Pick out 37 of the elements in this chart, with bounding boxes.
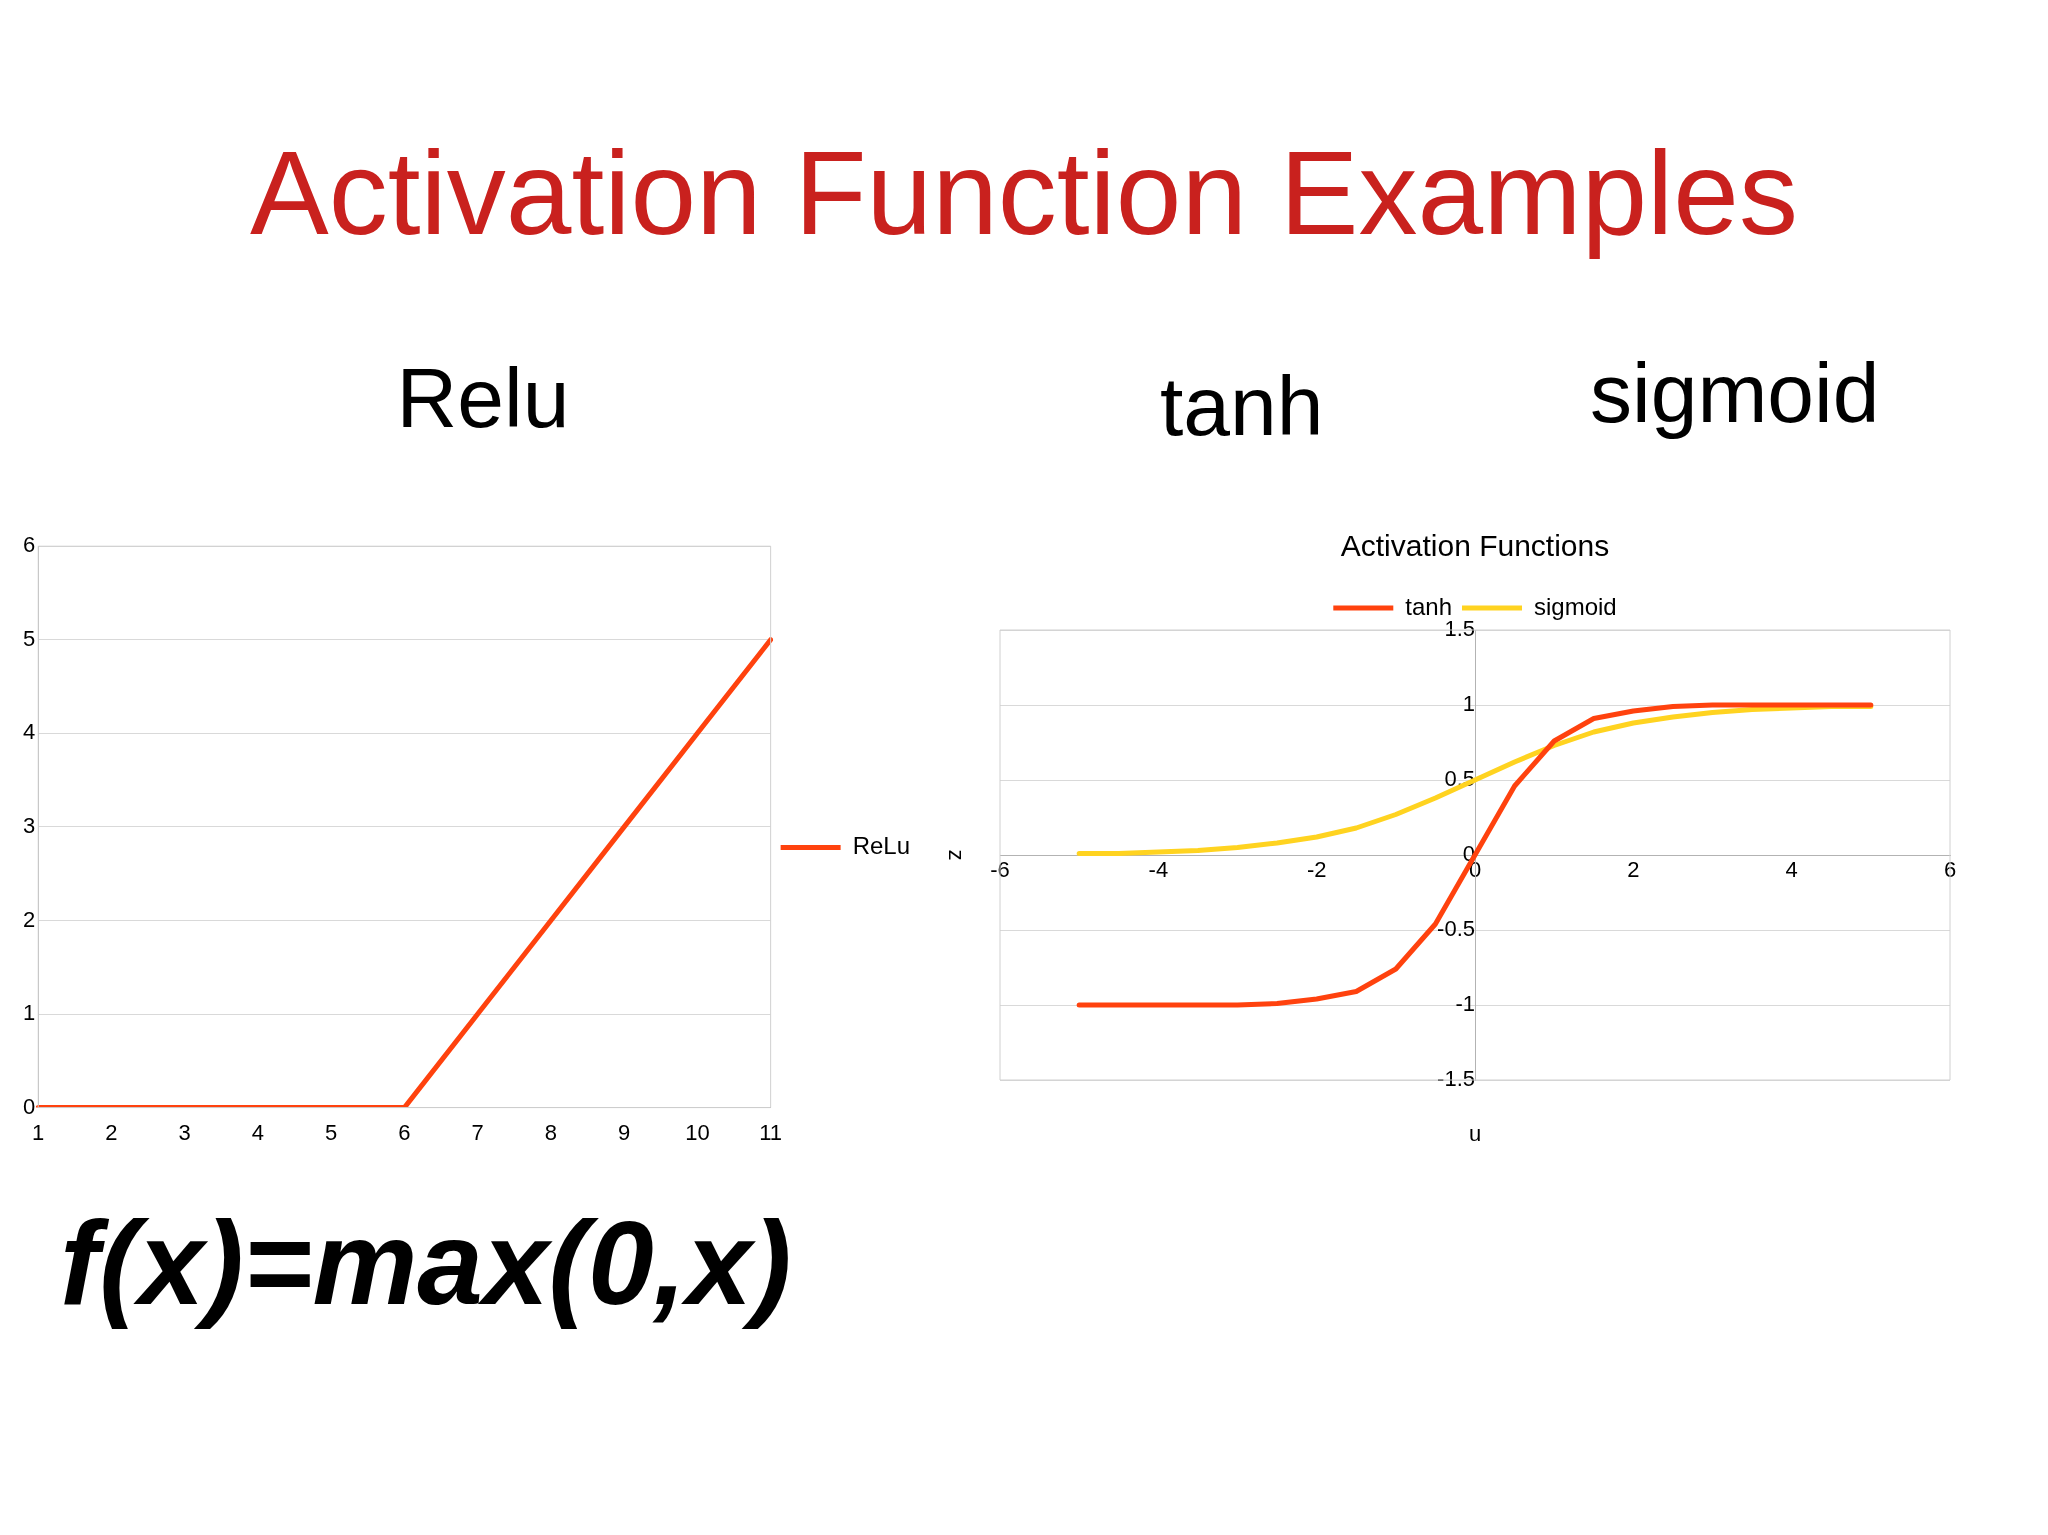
legend-label: sigmoid: [1534, 592, 1617, 620]
y-tick-label: -1.5: [1437, 1066, 1475, 1092]
x-tick-label: 4: [1785, 857, 1798, 883]
y-tick-label: 4: [22, 719, 36, 745]
y-tick-label: 3: [22, 812, 36, 838]
y-tick-label: 0: [22, 1093, 36, 1119]
y-tick-label: 1: [1462, 691, 1475, 717]
x-tick-label: 8: [544, 1119, 558, 1145]
y-tick-label: 5: [22, 625, 36, 651]
text: sigmoid: [1590, 345, 1880, 442]
text: f(x)=max(0,x): [60, 1196, 792, 1331]
y-tick-label: 2: [22, 906, 36, 932]
x-tick-label: 10: [685, 1119, 710, 1145]
y-axis-title: z: [943, 849, 969, 861]
x-tick-label: 7: [471, 1119, 484, 1145]
x-tick-label: 3: [178, 1119, 191, 1145]
chart-title: Activation Functions: [1340, 529, 1610, 563]
x-tick-label: -4: [1148, 857, 1169, 883]
x-tick-label: 2: [1627, 857, 1640, 883]
x-tick-label: 6: [1943, 857, 1957, 883]
x-tick-label: 11: [759, 1119, 783, 1145]
chart-title: Relu: [395, 350, 571, 447]
x-tick-label: 2: [105, 1119, 118, 1145]
x-tick-label: -2: [1306, 857, 1327, 883]
x-axis-title: u: [1468, 1121, 1482, 1147]
text: Activation Function Examples: [249, 126, 1799, 261]
x-tick-label: -6: [990, 857, 1010, 883]
text: tanh: [1160, 358, 1324, 455]
legend-label: ReLu: [852, 832, 910, 860]
y-tick-label: 1: [22, 1000, 36, 1026]
y-tick-label: 6: [22, 532, 36, 558]
x-tick-label: 5: [325, 1119, 338, 1145]
y-tick-label: -0.5: [1437, 916, 1475, 942]
y-tick-label: -1: [1455, 991, 1475, 1017]
x-tick-label: 6: [398, 1119, 411, 1145]
x-tick-label: 4: [251, 1119, 265, 1145]
x-tick-label: 9: [618, 1119, 631, 1145]
